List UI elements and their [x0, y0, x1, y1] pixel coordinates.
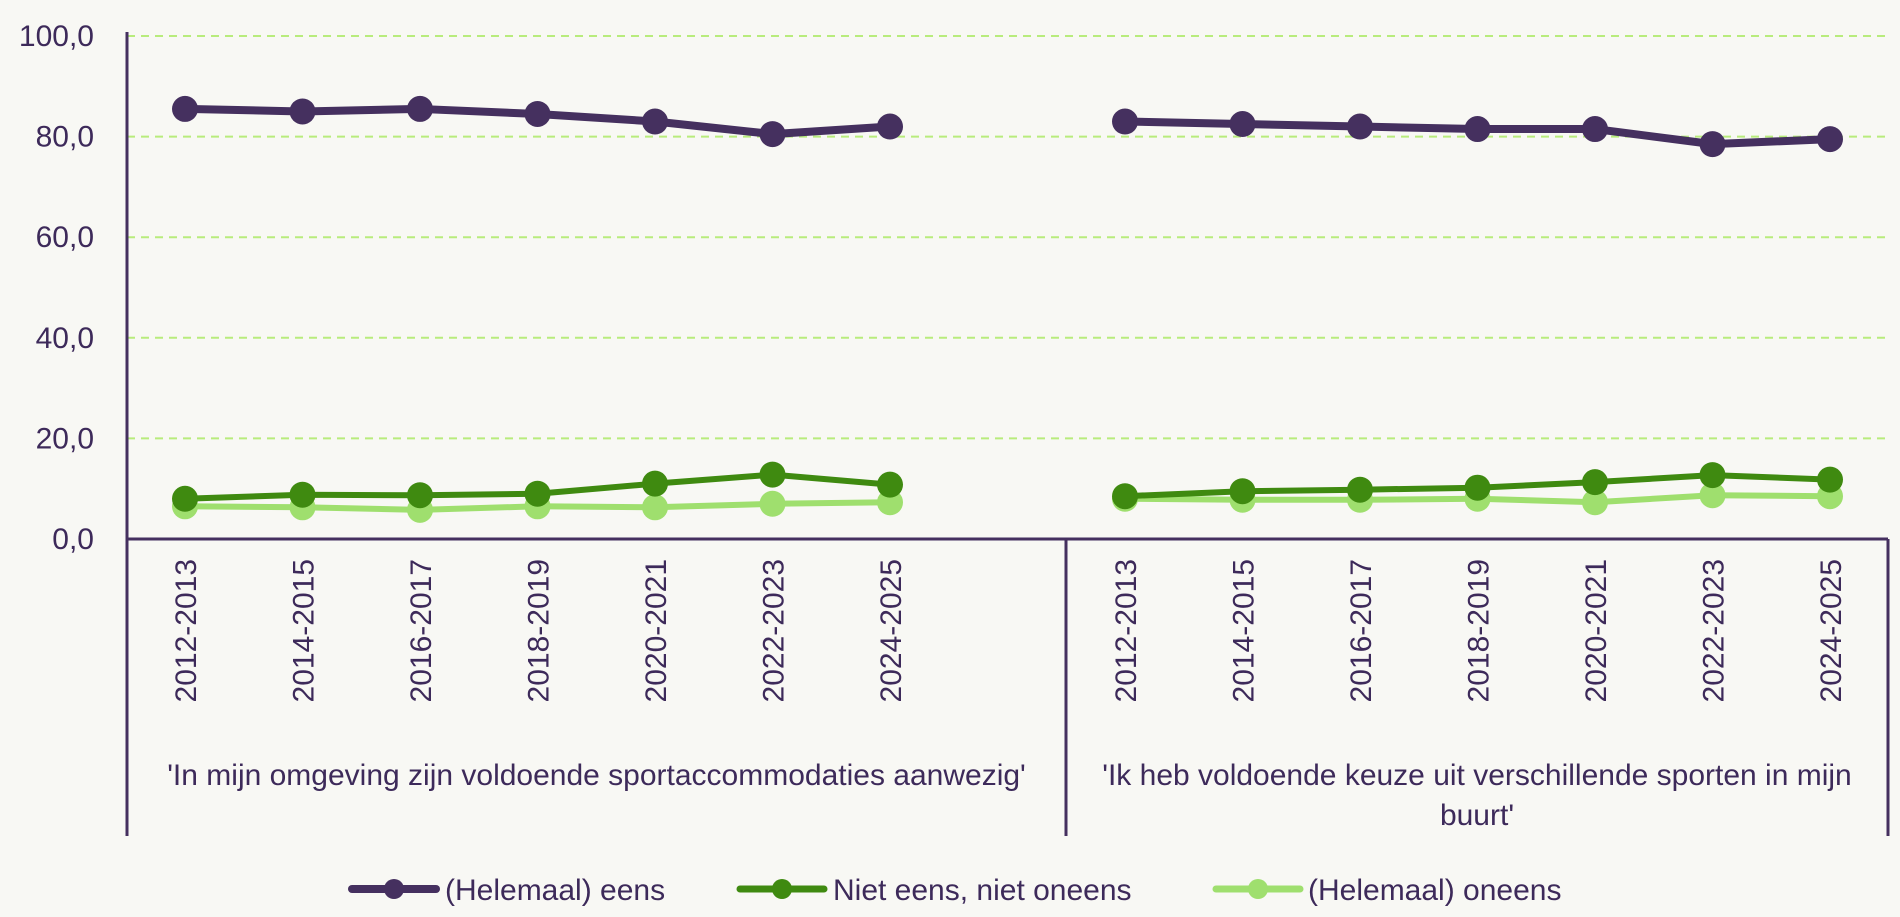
data-point — [642, 494, 668, 521]
data-point — [172, 485, 198, 512]
data-point — [1229, 478, 1256, 505]
y-tick-label: 100,0 — [19, 20, 94, 53]
data-point — [524, 100, 551, 127]
data-point — [289, 98, 316, 125]
data-point — [1582, 469, 1608, 496]
x-tick-label: 2016-2017 — [1345, 559, 1378, 702]
x-tick-label: 2018-2019 — [523, 559, 556, 702]
data-point — [642, 108, 668, 135]
legend-label: (Helemaal) eens — [445, 874, 665, 907]
y-tick-label: 20,0 — [36, 422, 94, 455]
data-point — [1582, 116, 1608, 143]
data-point — [1112, 483, 1138, 510]
data-point — [172, 95, 198, 122]
legend-swatch-marker — [1248, 879, 1268, 899]
data-point — [524, 480, 551, 507]
data-point — [1464, 116, 1491, 143]
legend-label: (Helemaal) oneens — [1308, 874, 1561, 907]
x-tick-label: 2020-2021 — [640, 559, 673, 702]
y-tick-label: 0,0 — [52, 523, 94, 556]
x-tick-label: 2014-2015 — [288, 559, 321, 702]
y-tick-label: 40,0 — [36, 322, 94, 355]
data-point — [289, 481, 316, 508]
data-point — [759, 461, 786, 488]
y-tick-label: 80,0 — [36, 121, 94, 154]
data-point — [1817, 126, 1843, 153]
x-tick-label: 2012-2013 — [1110, 559, 1143, 702]
data-point — [642, 470, 668, 497]
data-point — [1582, 489, 1608, 516]
data-point — [407, 95, 433, 122]
x-tick-label: 2024-2025 — [875, 559, 908, 702]
legend-swatch-marker — [384, 879, 404, 899]
x-tick-label: 2018-2019 — [1463, 559, 1496, 702]
data-point — [759, 490, 786, 517]
data-point — [1817, 466, 1843, 493]
x-tick-label: 2014-2015 — [1228, 559, 1261, 702]
group-label: 'In mijn omgeving zijn voldoende sportac… — [167, 759, 1026, 792]
data-point — [1699, 482, 1726, 509]
data-point — [407, 482, 433, 509]
data-point — [1347, 476, 1373, 503]
x-tick-label: 2022-2023 — [1698, 559, 1731, 702]
legend-swatch-marker — [772, 879, 792, 899]
y-tick-label: 60,0 — [36, 221, 94, 254]
x-tick-label: 2012-2013 — [170, 559, 203, 702]
group-label: 'Ik heb voldoende keuze uit verschillend… — [1102, 759, 1852, 792]
group-label: buurt' — [1440, 799, 1514, 832]
x-tick-label: 2020-2021 — [1580, 559, 1613, 702]
data-point — [1699, 131, 1726, 158]
x-tick-label: 2016-2017 — [405, 559, 438, 702]
data-point — [1464, 474, 1491, 501]
x-tick-label: 2024-2025 — [1815, 559, 1848, 702]
data-point — [759, 121, 786, 148]
data-point — [1699, 462, 1726, 489]
legend-label: Niet eens, niet oneens — [833, 874, 1132, 907]
data-point — [1112, 108, 1138, 135]
data-point — [877, 471, 903, 498]
data-point — [1229, 111, 1256, 138]
data-point — [877, 113, 903, 140]
x-tick-label: 2022-2023 — [758, 559, 791, 702]
data-point — [1347, 113, 1373, 140]
